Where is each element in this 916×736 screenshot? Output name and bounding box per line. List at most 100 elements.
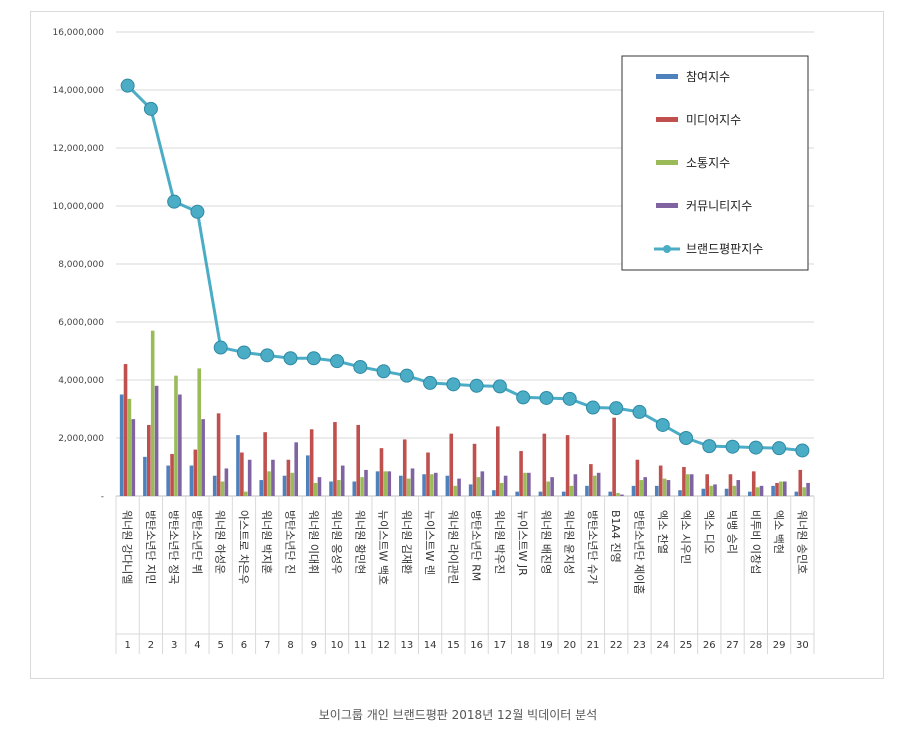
bar [709,485,713,496]
bar [639,480,644,496]
category-label: 워너원 황민현 [353,510,366,574]
bar [422,474,426,496]
brand-index-point [516,390,531,405]
brand-index-point [376,364,391,379]
brand-index-point [213,340,228,355]
rank-label: 9 [311,640,317,651]
rank-label: 2 [148,640,154,651]
bar [643,477,647,496]
rank-label: 28 [749,640,762,651]
brand-index-point [679,431,694,445]
category-label: 방탄소년단 진 [284,510,297,574]
category-label: 아스트로 차은우 [237,510,250,584]
rank-label: 14 [424,640,437,651]
brand-index-point [260,348,275,363]
bar [476,477,481,496]
category-label: 워너원 라이관린 [446,510,459,584]
bar [399,475,403,496]
bar [383,471,388,496]
bar [189,465,194,496]
category-label: 워너원 박우진 [493,510,506,574]
category-label: 워너원 하성운 [214,510,228,574]
bar [305,455,310,496]
bar [309,429,314,496]
chart-frame: - 2,000,000 4,000,000 6,000,000 8,000,000 10,… [30,11,884,679]
bar [340,465,345,496]
rank-label: 19 [540,640,553,651]
chart-caption: 보이그룹 개인 브랜드평판 2018년 12월 빅데이터 분석 [318,708,598,722]
brand-index-point [190,204,205,219]
legend-swatch [656,203,678,208]
y-tick-label: 14,000,000 [52,86,104,96]
bar [352,481,357,496]
rank-label: 17 [494,640,507,651]
bar [608,491,613,496]
brand-index-point [609,401,624,416]
bar [771,485,775,496]
brand-index-point [702,439,717,454]
category-label: 방탄소년단 지민 [144,510,157,584]
bar [732,485,737,496]
bar [154,385,159,496]
bar [585,485,589,496]
bar [457,478,461,496]
category-label: 워너원 윤지성 [563,510,576,574]
category-label: 워너원 옹성우 [330,510,343,574]
brand-index-point [632,404,647,419]
bar [596,472,601,496]
rank-label: 7 [264,640,270,651]
brand-index-point [748,440,763,455]
bar [662,478,667,496]
rank-label: 4 [194,640,200,651]
bar [294,442,298,496]
rank-label: 27 [726,640,739,651]
bar [519,451,523,496]
category-label: 방탄소년단 제이홉 [633,510,647,594]
bar [678,490,682,496]
bar [686,474,690,496]
category-label: 엑소 시우민 [679,510,692,564]
bar [616,493,620,496]
brand-index-point [585,400,600,415]
bar [364,469,368,496]
rank-label: 21 [587,640,600,651]
bar [480,471,485,496]
bar [515,491,519,496]
rank-label: 23 [633,640,646,651]
bar [561,491,566,496]
bar [131,419,136,496]
legend-swatch [656,74,678,79]
bar [119,394,124,496]
category-label: 엑소 찬열 [656,510,670,554]
category-label: 뉴이스트W 백호 [377,510,390,585]
bar [631,485,636,496]
brand-index-point [353,359,368,374]
bar [589,464,593,496]
brand-index-point [469,378,484,393]
category-label: 방탄소년단 뷔 [190,510,203,574]
y-tick-label: 12,000,000 [52,144,104,154]
rank-label: 15 [447,640,460,651]
bar [736,480,741,496]
bar [247,459,252,496]
brand-index-point [143,101,158,116]
bar [748,491,752,496]
bar [802,487,806,496]
legend-label: 참여지수 [686,70,730,84]
bar [573,474,578,496]
bar [426,452,430,496]
bar [193,449,198,496]
legend-swatch-marker [663,245,671,253]
bar [430,474,434,496]
rank-label: 18 [517,640,530,651]
bar [798,469,803,496]
rank-label: 26 [703,640,716,651]
bar [143,456,147,496]
brand-index-point [283,351,298,366]
category-label: 워너원 김재환 [400,510,413,574]
bar [538,491,543,496]
legend-label: 브랜드평판지수 [686,242,763,256]
bar [728,474,733,496]
brand-index-point [330,354,345,369]
brand-index-point [120,78,135,93]
